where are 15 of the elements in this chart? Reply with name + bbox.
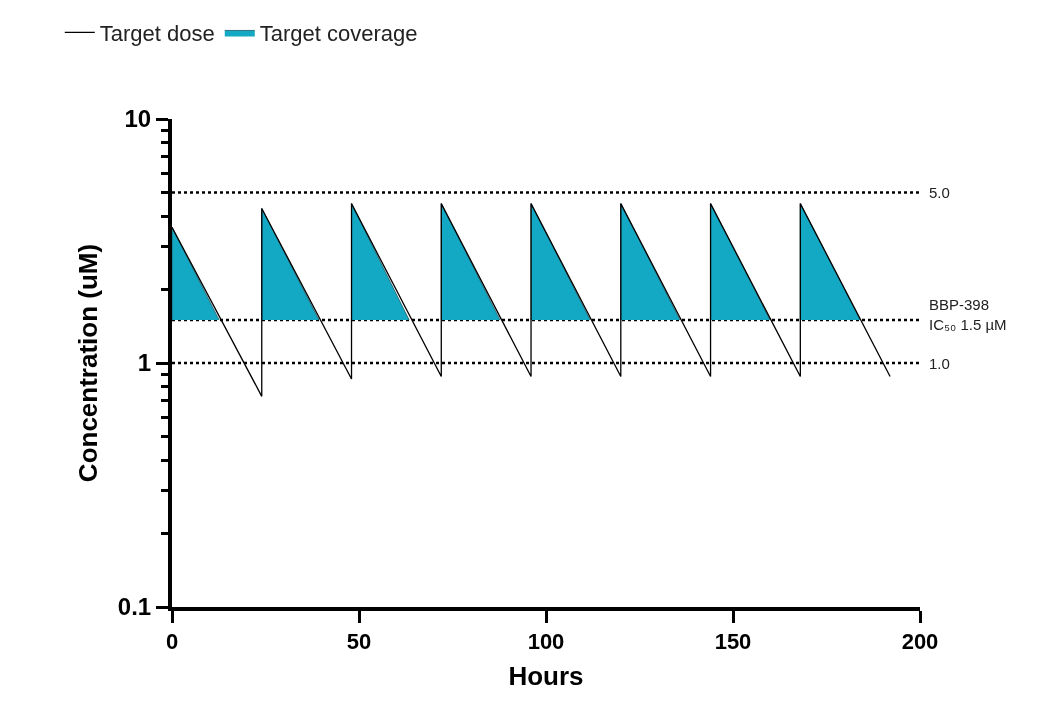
legend-label: Target dose bbox=[99, 21, 215, 47]
x-tick-label: 50 bbox=[346, 629, 372, 655]
x-tick-label: 0 bbox=[165, 629, 179, 655]
x-tick-label: 150 bbox=[714, 629, 752, 655]
x-axis-title: Hours bbox=[508, 660, 584, 691]
y-tick-label: 0.1 bbox=[117, 593, 152, 621]
x-tick-label: 100 bbox=[527, 629, 565, 655]
ref-line-label: 5.0 bbox=[929, 184, 950, 201]
y-tick-label: 10 bbox=[124, 105, 152, 133]
x-tick-label: 200 bbox=[901, 629, 939, 655]
ref-line-label: BBP-398 IC₅₀ 1.5 µM bbox=[929, 296, 1007, 333]
legend-label: Target coverage bbox=[259, 21, 418, 47]
y-axis-title: Concentration (uM) bbox=[72, 243, 103, 483]
y-tick-label: 1 bbox=[137, 349, 152, 377]
ref-line-label: 1.0 bbox=[929, 355, 950, 372]
